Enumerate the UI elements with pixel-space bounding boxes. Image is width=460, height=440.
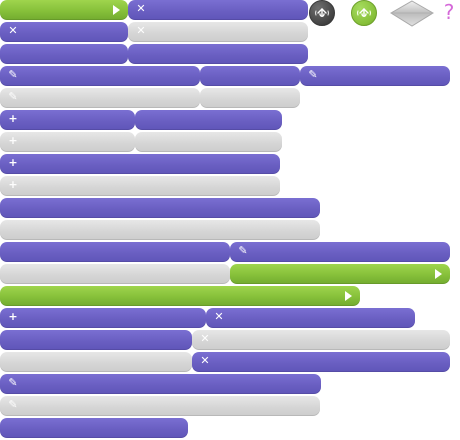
timeline-bar-green[interactable]: [230, 264, 450, 284]
pencil-icon: ✎: [8, 398, 18, 411]
timeline-bar-gray[interactable]: +: [0, 176, 280, 196]
timeline-bar-purple[interactable]: +: [0, 154, 280, 174]
close-icon: ✕: [136, 24, 146, 37]
timeline-bar-gray[interactable]: ✕: [192, 330, 450, 350]
timeline-bar-purple[interactable]: +: [0, 308, 206, 328]
timeline-bar-purple[interactable]: [135, 110, 282, 130]
close-icon: ✕: [200, 354, 210, 367]
close-icon: ✕: [136, 2, 146, 15]
timeline-bar-purple[interactable]: ✎: [0, 66, 200, 86]
timeline-bar-gray[interactable]: [0, 352, 192, 372]
drag-hand-icon[interactable]: [309, 0, 335, 26]
timeline-bar-purple[interactable]: ✕: [0, 22, 128, 42]
help-icon[interactable]: ?: [438, 0, 460, 26]
timeline-bar-gray[interactable]: +: [0, 132, 135, 152]
play-icon: [113, 5, 120, 15]
timeline-bar-gray[interactable]: [200, 88, 300, 108]
plus-icon: +: [8, 112, 18, 125]
timeline-bar-purple[interactable]: [0, 198, 320, 218]
timeline-bar-purple[interactable]: [128, 44, 308, 64]
plus-icon: +: [8, 310, 18, 323]
timeline-bar-purple[interactable]: [0, 330, 192, 350]
timeline-bar-gray[interactable]: ✎: [0, 88, 200, 108]
help-label: ?: [444, 0, 455, 24]
pencil-icon: ✎: [238, 244, 248, 257]
timeline-bar-gray[interactable]: [135, 132, 282, 152]
timeline-bar-gray[interactable]: [0, 220, 320, 240]
play-icon: [345, 291, 352, 301]
pencil-icon: ✎: [8, 68, 18, 81]
play-icon: [435, 269, 442, 279]
sort-diamond-icon[interactable]: [389, 0, 435, 28]
timeline-bar-gray[interactable]: ✕: [128, 22, 308, 42]
pencil-icon: ✎: [308, 68, 318, 81]
plus-icon: +: [8, 156, 18, 169]
close-icon: ✕: [200, 332, 210, 345]
timeline-bar-green[interactable]: [0, 0, 128, 20]
timeline-bar-purple[interactable]: [0, 418, 188, 438]
timeline-bar-purple[interactable]: [200, 66, 300, 86]
timeline-bar-purple[interactable]: ✎: [300, 66, 450, 86]
pencil-icon: ✎: [8, 90, 18, 103]
timeline-bar-purple[interactable]: [0, 242, 230, 262]
timeline-bar-purple[interactable]: ✎: [230, 242, 450, 262]
timeline-bar-purple[interactable]: ✕: [192, 352, 450, 372]
plus-icon: +: [8, 134, 18, 147]
close-icon: ✕: [214, 310, 224, 323]
timeline-bar-gray[interactable]: [0, 264, 230, 284]
plus-icon: +: [8, 178, 18, 191]
drag-hand-icon[interactable]: [351, 0, 377, 26]
timeline-bar-green[interactable]: [0, 286, 360, 306]
timeline-bar-gray[interactable]: ✎: [0, 396, 320, 416]
timeline-bar-purple[interactable]: +: [0, 110, 135, 130]
timeline-bar-purple[interactable]: ✕: [128, 0, 308, 20]
timeline-bar-purple[interactable]: ✕: [206, 308, 415, 328]
timeline-bar-purple[interactable]: ✎: [0, 374, 321, 394]
timeline-bar-purple[interactable]: [0, 44, 128, 64]
close-icon: ✕: [8, 24, 18, 37]
pencil-icon: ✎: [8, 376, 18, 389]
